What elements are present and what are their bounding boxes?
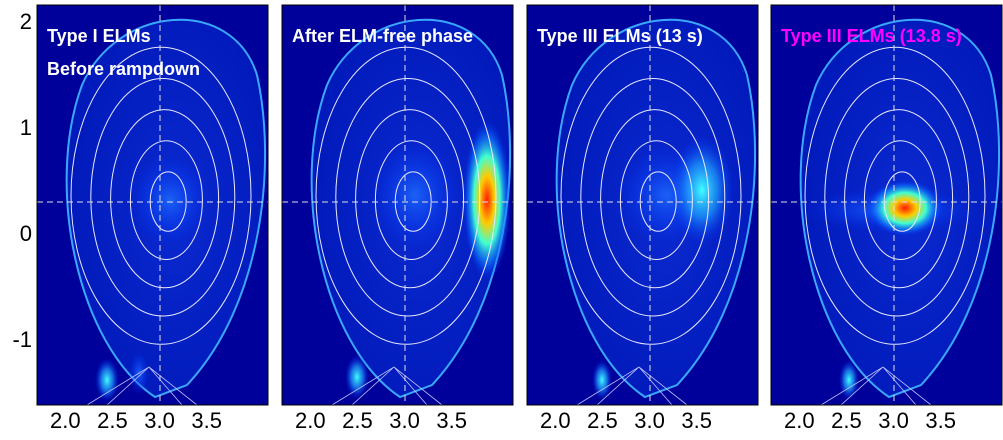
emission xyxy=(867,180,943,236)
emission xyxy=(130,155,210,245)
panel-title: Type III ELMs (13.8 s) xyxy=(781,26,962,46)
panel-title: Before rampdown xyxy=(47,59,200,79)
flux-surface xyxy=(355,109,465,289)
frame xyxy=(770,4,1003,406)
panel-title: Type III ELMs (13 s) xyxy=(537,26,703,46)
flux-surface xyxy=(863,140,937,261)
flux-surface xyxy=(110,109,220,289)
x-tick-label: 3.5 xyxy=(436,408,467,433)
x-tick-label: 2.0 xyxy=(50,408,81,433)
panel: Type I ELMs Before rampdown xyxy=(36,4,269,406)
x-tick-label: 2.5 xyxy=(342,408,373,433)
separatrix xyxy=(576,366,688,405)
x-tick-label: 2.5 xyxy=(587,408,618,433)
y-tick-label: 0 xyxy=(20,221,32,246)
separatrix xyxy=(331,366,443,405)
flux-surface xyxy=(335,77,481,317)
frame xyxy=(526,4,759,406)
emission xyxy=(370,140,460,250)
frame xyxy=(36,4,269,406)
emission xyxy=(95,358,119,402)
emission xyxy=(670,135,734,245)
x-tick-label: 2.5 xyxy=(97,408,128,433)
emission xyxy=(592,360,612,400)
panel-image xyxy=(37,5,268,405)
flux-surface xyxy=(70,46,252,345)
separatrix xyxy=(86,366,198,405)
x-tick-label: 3.0 xyxy=(634,408,665,433)
flux-surface xyxy=(824,77,970,317)
x-tick-label: 2.0 xyxy=(784,408,815,433)
x-tick-label: 3.5 xyxy=(681,408,712,433)
x-tick-label: 3.5 xyxy=(191,408,222,433)
flux-surface xyxy=(374,140,448,261)
y-tick-label: 1 xyxy=(20,115,32,140)
flux-surface xyxy=(844,109,954,289)
flux-surface xyxy=(804,46,986,345)
x-tick-label: 3.5 xyxy=(925,408,956,433)
emission xyxy=(345,355,369,399)
flux-surface xyxy=(619,140,693,261)
x-tick-label: 2.0 xyxy=(540,408,571,433)
panel: Type III ELMs (13 s) xyxy=(526,4,759,406)
separatrix xyxy=(820,366,932,405)
panel-image xyxy=(527,5,758,405)
flux-surface xyxy=(580,77,726,317)
flux-surface xyxy=(560,46,742,345)
y-tick-label: 2 xyxy=(20,9,32,34)
emission xyxy=(839,360,859,400)
panel: After ELM-free phase xyxy=(281,4,514,406)
panel: Type III ELMs (13.8 s) xyxy=(770,4,1003,406)
flux-surface xyxy=(129,140,203,261)
x-tick-label: 2.0 xyxy=(295,408,326,433)
panel-image xyxy=(282,5,513,405)
frame xyxy=(281,4,514,406)
flux-surface xyxy=(315,46,497,345)
flux-surface xyxy=(600,109,710,289)
x-tick-label: 3.0 xyxy=(144,408,175,433)
panel-image xyxy=(771,5,1002,405)
x-tick-label: 3.0 xyxy=(389,408,420,433)
y-tick-label: -1 xyxy=(12,327,32,352)
panel-title: Type I ELMs xyxy=(47,26,151,46)
x-tick-label: 2.5 xyxy=(831,408,862,433)
x-tick-label: 3.0 xyxy=(878,408,909,433)
flux-surface xyxy=(90,77,236,317)
panel-title: After ELM-free phase xyxy=(292,26,473,46)
